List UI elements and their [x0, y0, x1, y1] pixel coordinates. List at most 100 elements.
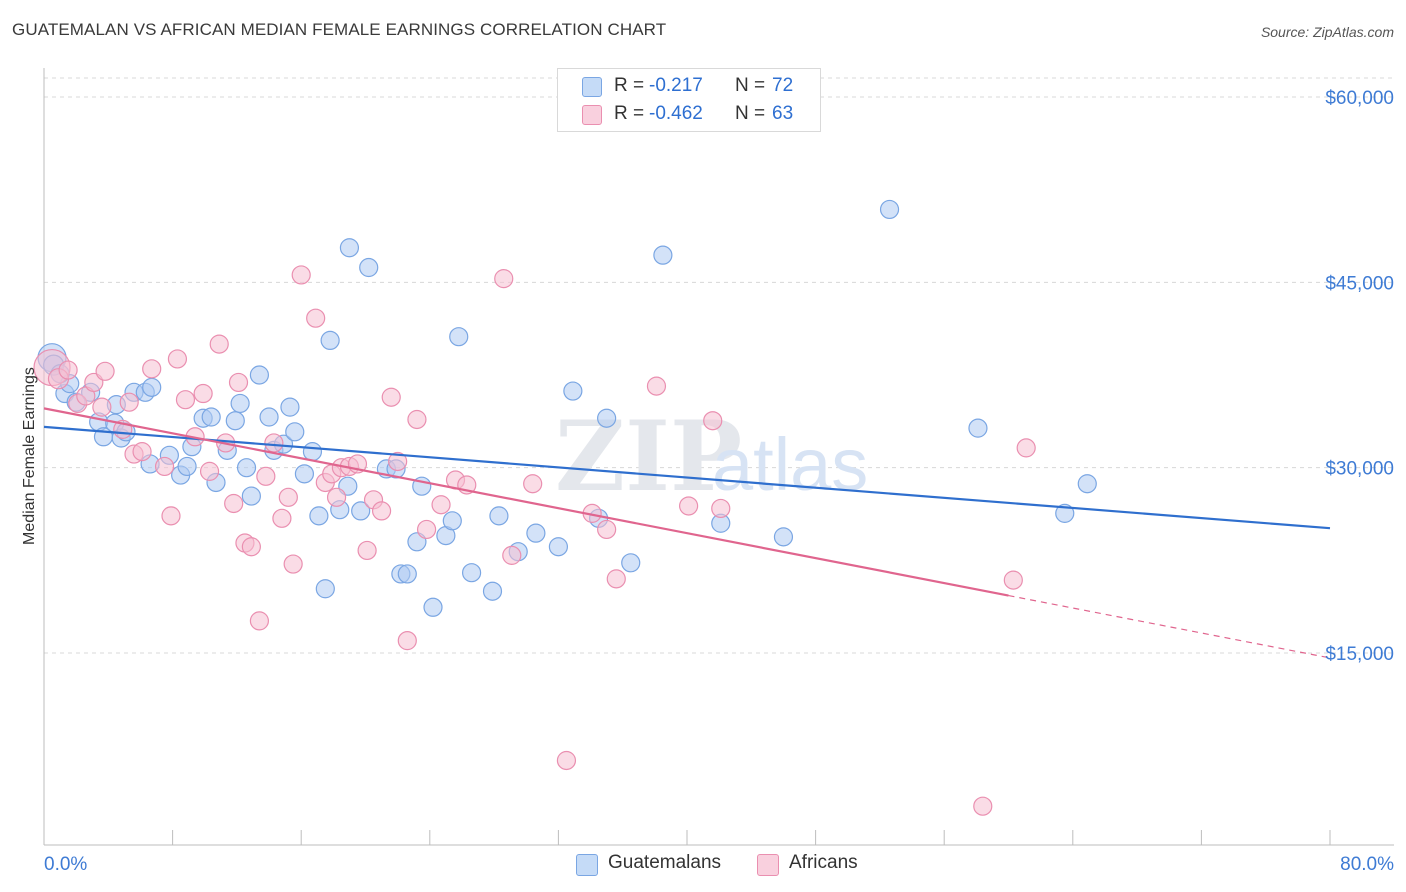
x-tick-label: 80.0% — [1340, 854, 1394, 875]
african-point — [646, 376, 667, 396]
african-point — [228, 372, 249, 393]
african-point — [306, 308, 326, 328]
guatemalan-trend-line — [43, 425, 1331, 530]
guatemalan-point — [359, 257, 379, 278]
guatemalan-point — [201, 407, 221, 427]
guatemalan-point — [563, 381, 583, 401]
axis-layer — [43, 68, 1394, 846]
african-point — [397, 631, 417, 651]
chart-title: GUATEMALAN VS AFRICAN MEDIAN FEMALE EARN… — [12, 20, 667, 39]
legend-swatch-pink — [582, 105, 602, 125]
guatemalan-point — [423, 597, 443, 617]
watermark-atlas: atlas — [712, 423, 868, 506]
african-point — [357, 540, 377, 561]
guatemalan-point — [461, 563, 482, 583]
label-layer: $60,000 $45,000 $30,000 $15,000 0.0% 80.0% Med… — [21, 88, 1394, 875]
guatemalan-point — [294, 464, 315, 484]
guatemalan-point — [280, 397, 300, 417]
african-point — [283, 554, 303, 574]
african-point — [1003, 570, 1023, 590]
guatemalan-point — [236, 458, 257, 478]
guatemalan-point — [621, 553, 641, 573]
guatemalan-point — [177, 456, 197, 477]
bottom-legend-label: Africans — [789, 852, 858, 873]
guatemalan-point — [241, 486, 261, 506]
guatemalan-point — [1077, 474, 1097, 494]
african-point — [95, 361, 115, 381]
legend-swatch-blue — [582, 77, 602, 97]
guatemalan-point — [449, 327, 469, 347]
african-point — [381, 387, 401, 407]
african-point — [142, 359, 162, 379]
african-point — [388, 451, 408, 472]
african-point — [241, 537, 261, 557]
guatemalan-point — [142, 377, 162, 397]
african-point — [973, 796, 993, 816]
african-point — [494, 269, 514, 289]
african-point — [193, 383, 213, 404]
guatemalan-point — [309, 506, 329, 526]
african-point — [161, 506, 181, 526]
legend-n-value: 63 — [772, 103, 794, 124]
guatemalan-point — [773, 527, 794, 547]
african-point — [523, 474, 543, 494]
legend-r-value: -0.217 — [649, 75, 703, 96]
source-label: Source: ZipAtlas.com — [1260, 24, 1394, 40]
african-point — [209, 334, 229, 354]
african-point — [278, 487, 298, 507]
african-point — [256, 466, 276, 486]
y-tick-label: $15,000 — [1325, 644, 1394, 665]
stats-legend: R = -0.217 N = 72 R = -0.462 N = 63 — [557, 68, 821, 132]
african-point — [556, 750, 577, 771]
guatemalan-point — [285, 422, 305, 442]
african-point — [711, 498, 731, 519]
y-tick-label: $60,000 — [1325, 88, 1394, 109]
guatemalan-point — [653, 245, 673, 265]
guatemalan-point — [339, 238, 360, 258]
african-point — [249, 611, 270, 631]
african-point — [58, 360, 78, 380]
guatemalan-point — [320, 330, 340, 351]
guatemalan-point — [597, 408, 617, 428]
african-point — [92, 397, 112, 417]
bottom-legend-label: Guatemalans — [608, 852, 722, 873]
guatemalan-point — [230, 393, 250, 414]
african-point — [703, 411, 723, 431]
african-point — [606, 569, 626, 589]
legend-r-label: R = — [614, 75, 645, 96]
guatemalan-point — [225, 411, 245, 431]
african-trend-line-extension — [1008, 594, 1331, 659]
african-trend-line — [43, 407, 1009, 597]
x-tick-label: 0.0% — [44, 854, 87, 875]
african-point — [431, 495, 451, 515]
guatemalan-point — [482, 581, 503, 601]
legend-r-value: -0.462 — [649, 103, 703, 124]
african-point — [679, 496, 699, 516]
african-point — [291, 265, 311, 285]
guatemalan-point — [302, 442, 323, 462]
guatemalan-point — [548, 537, 569, 557]
bottom-legend-swatch-pink — [757, 854, 779, 876]
african-point — [1016, 438, 1036, 458]
guatemalan-point — [968, 418, 988, 438]
african-point — [502, 545, 522, 565]
african-point — [371, 501, 392, 521]
african-point — [326, 487, 347, 507]
points-layer — [33, 199, 1097, 816]
trend-layer — [43, 407, 1331, 659]
african-point — [199, 461, 220, 481]
african-point — [264, 433, 284, 453]
african-point — [132, 442, 152, 462]
african-point — [119, 392, 139, 412]
african-point — [175, 390, 196, 410]
guatemalan-point — [526, 523, 546, 543]
legend-n-label: N = — [735, 75, 766, 96]
legend-n-label: N = — [735, 103, 766, 124]
y-tick-label: $30,000 — [1325, 459, 1394, 480]
legend-r-label: R = — [614, 103, 645, 124]
guatemalan-point — [489, 506, 509, 526]
african-point — [416, 519, 437, 540]
african-point — [224, 493, 244, 514]
guatemalan-point — [442, 511, 462, 531]
